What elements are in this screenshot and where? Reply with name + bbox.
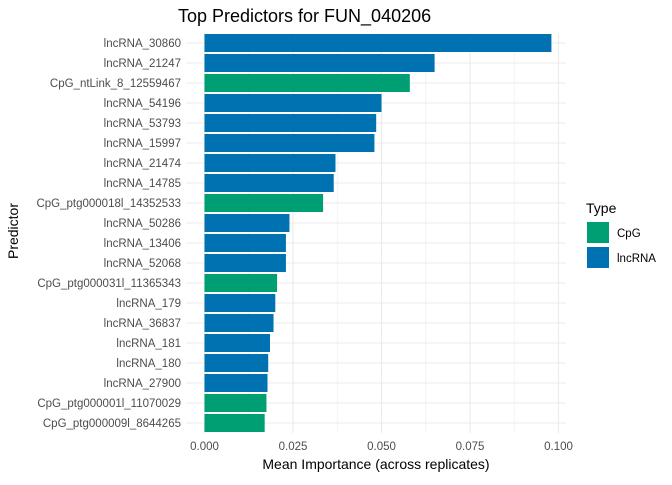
x-axis-title: Mean Importance (across replicates) [262,456,489,472]
chart-title: Top Predictors for FUN_040206 [178,6,431,27]
y-tick-label: lncRNA_52068 [104,258,181,270]
legend-swatch [587,247,609,268]
bar [204,374,268,392]
y-tick-label: lncRNA_21247 [104,58,181,70]
legend-label: lncRNA [617,253,656,265]
bar [204,214,290,232]
bar [204,114,377,132]
x-tick-label: 0.075 [456,441,485,453]
bar [204,274,278,292]
legend: Type CpG lncRNA [586,200,656,268]
y-tick-label: CpG_ptg000031l_11365343 [37,278,181,290]
legend-swatch [587,222,609,243]
y-tick-label: lncRNA_180 [116,358,181,370]
bar [204,314,274,332]
bar [204,34,552,52]
legend-label: CpG [617,228,641,240]
y-tick-label: lncRNA_21474 [104,158,182,170]
bar [204,174,334,192]
y-tick-label: lncRNA_53793 [104,118,181,130]
grid-lines [187,33,566,433]
x-tick-label: 0.025 [279,441,308,453]
bar [204,54,435,72]
y-tick-label: lncRNA_27900 [104,378,181,390]
y-tick-label: lncRNA_54196 [104,98,181,110]
bar [204,334,270,352]
y-tick-label: lncRNA_14785 [104,178,181,190]
y-tick-label: CpG_ptg000018l_14352533 [36,198,181,210]
bar [204,134,375,152]
y-tick-label: lncRNA_13406 [104,238,181,250]
bar [204,154,336,172]
bar [204,354,269,372]
y-axis-title: Predictor [5,203,21,259]
bar [204,74,410,92]
bar [204,294,276,312]
x-tick-label: 0.100 [544,441,573,453]
y-tick-label: lncRNA_50286 [104,218,181,230]
bar [204,194,324,212]
y-tick-label: CpG_ntLink_8_12559467 [50,78,181,90]
legend-title: Type [586,200,617,216]
y-tick-label: lncRNA_15997 [104,138,181,150]
y-tick-label: CpG_ptg000001l_11070029 [37,398,181,410]
x-tick-label: 0.000 [190,441,219,453]
bar [204,394,267,412]
y-tick-label: lncRNA_36837 [104,318,181,330]
bar [204,254,286,272]
bar [204,94,382,112]
y-tick-label: lncRNA_181 [116,338,181,350]
y-tick-labels: lncRNA_30860 lncRNA_21247 CpG_ntLink_8_125… [36,38,181,430]
bar [204,414,265,432]
y-tick-label: lncRNA_179 [116,298,181,310]
bars [204,34,552,432]
y-tick-label: lncRNA_30860 [104,38,181,50]
x-tick-label: 0.050 [367,441,396,453]
bar [204,234,286,252]
y-tick-label: CpG_ptg000009l_8644265 [43,418,181,430]
x-tick-labels: 0.000 0.025 0.050 0.075 0.100 [190,441,573,453]
